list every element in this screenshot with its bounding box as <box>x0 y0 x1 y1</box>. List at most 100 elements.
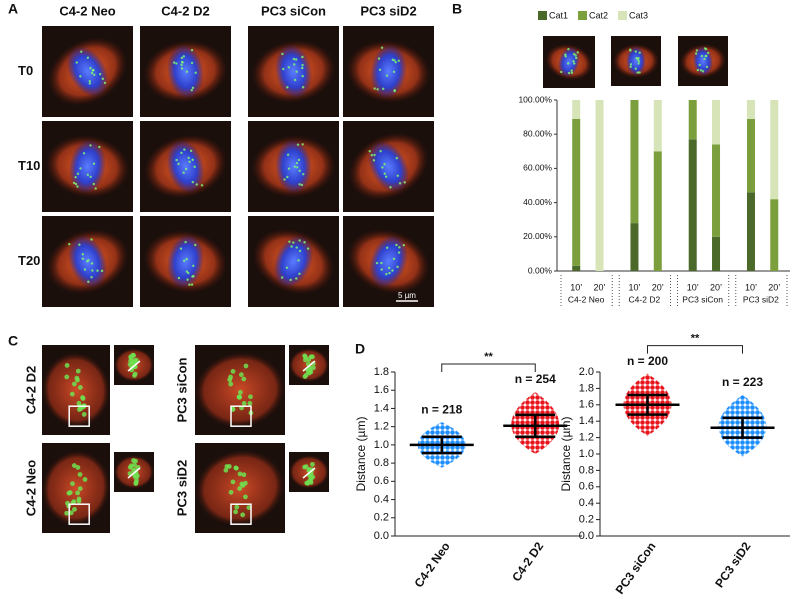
kinetochore <box>172 61 176 64</box>
kinetochore <box>385 74 389 77</box>
chromosomes <box>166 139 205 194</box>
y-tick-label: 0.0 <box>579 530 594 542</box>
n-label: n = 218 <box>421 402 462 416</box>
significance-bracket <box>647 345 743 354</box>
cell <box>42 352 110 428</box>
kinetochore <box>373 87 376 90</box>
kinetochore <box>86 260 89 263</box>
kinetochore <box>394 61 397 64</box>
column-label: C4-2 D2 <box>161 3 209 18</box>
kinetochore <box>638 51 641 54</box>
kinetochore <box>191 86 195 90</box>
kinetochore <box>185 257 188 261</box>
kinetochore <box>187 271 190 275</box>
kinetochore <box>66 490 72 496</box>
y-tick-label: 2.0 <box>579 366 594 378</box>
kinetochore <box>385 175 388 178</box>
cell <box>251 40 336 103</box>
kinetochore <box>387 266 391 270</box>
kinetochore <box>383 172 387 175</box>
x-tick-label: 20’ <box>768 282 780 292</box>
kinetochore <box>302 464 308 470</box>
y-tick-label: 1.6 <box>374 384 389 396</box>
micrograph <box>611 36 661 86</box>
kinetochore <box>296 143 300 146</box>
kinetochore <box>228 374 233 380</box>
image-content <box>253 228 334 295</box>
kinetochore <box>81 253 84 256</box>
micrograph <box>42 26 133 117</box>
cell <box>42 450 110 526</box>
chromosomes <box>166 234 205 289</box>
kinetochore <box>572 52 576 56</box>
kinetochore <box>398 182 402 185</box>
legend-label: Cat3 <box>629 10 648 20</box>
image-content <box>348 132 429 201</box>
kinetochore <box>293 165 297 168</box>
y-tick-label: 0.8 <box>579 464 594 476</box>
kinetochore <box>92 182 95 186</box>
kinetochore <box>700 54 704 58</box>
micrograph <box>343 121 434 212</box>
kinetochore <box>296 166 299 169</box>
micrograph <box>248 121 339 212</box>
spindle <box>42 450 110 526</box>
cell <box>195 352 285 428</box>
kinetochore <box>383 163 386 166</box>
kinetochore <box>83 268 87 271</box>
kinetochore <box>293 63 296 66</box>
y-tick-label: 60.00% <box>523 163 552 173</box>
micrograph <box>140 216 231 307</box>
kinetochore <box>228 381 234 387</box>
bar-segment <box>688 139 697 271</box>
bar-segment <box>572 118 581 266</box>
kinetochore <box>76 185 79 188</box>
kinetochore <box>82 477 88 482</box>
kinetochore <box>375 261 379 265</box>
kinetochore <box>397 59 400 62</box>
image-label: C4-2 Neo <box>23 460 38 516</box>
kinetochore <box>294 58 298 61</box>
kinetochore <box>385 246 389 249</box>
image-content <box>195 449 285 527</box>
kinetochore <box>230 479 236 485</box>
kinetochore <box>705 54 708 58</box>
kinetochore <box>75 61 78 64</box>
spindle <box>42 352 110 428</box>
bar-segment <box>712 100 721 145</box>
x-tick-label: C4-2 D2 <box>509 539 546 584</box>
bar-segment <box>770 100 779 200</box>
image-content <box>42 352 110 428</box>
kinetochore <box>185 270 189 273</box>
kinetochore <box>237 471 243 477</box>
kinetochore <box>564 55 567 58</box>
cell <box>346 40 431 103</box>
kinetochore <box>195 183 198 186</box>
cell <box>680 43 726 79</box>
kinetochore <box>77 472 83 477</box>
kinetochore <box>72 506 77 512</box>
kinetochore <box>191 180 195 184</box>
kinetochore <box>228 489 234 495</box>
kinetochore <box>286 86 289 89</box>
kinetochore <box>70 481 75 487</box>
x-tick-label: 10’ <box>570 282 582 292</box>
kinetochore <box>310 461 315 467</box>
kinetochore <box>286 153 290 156</box>
kinetochore <box>307 366 312 372</box>
kinetochore <box>301 66 304 70</box>
kinetochore <box>638 71 641 74</box>
kinetochore <box>74 182 78 186</box>
y-tick-label: 1.2 <box>579 432 594 444</box>
panel-label: B <box>452 1 462 17</box>
kinetochore <box>76 498 82 504</box>
kinetochore <box>637 62 640 65</box>
kinetochore <box>127 464 133 470</box>
image-content <box>46 229 129 294</box>
kinetochore <box>90 275 93 279</box>
kinetochore <box>298 272 301 275</box>
kinetochore <box>76 172 80 175</box>
kinetochore <box>293 78 297 82</box>
kinetochore <box>403 181 406 184</box>
kinetochore <box>64 510 70 516</box>
